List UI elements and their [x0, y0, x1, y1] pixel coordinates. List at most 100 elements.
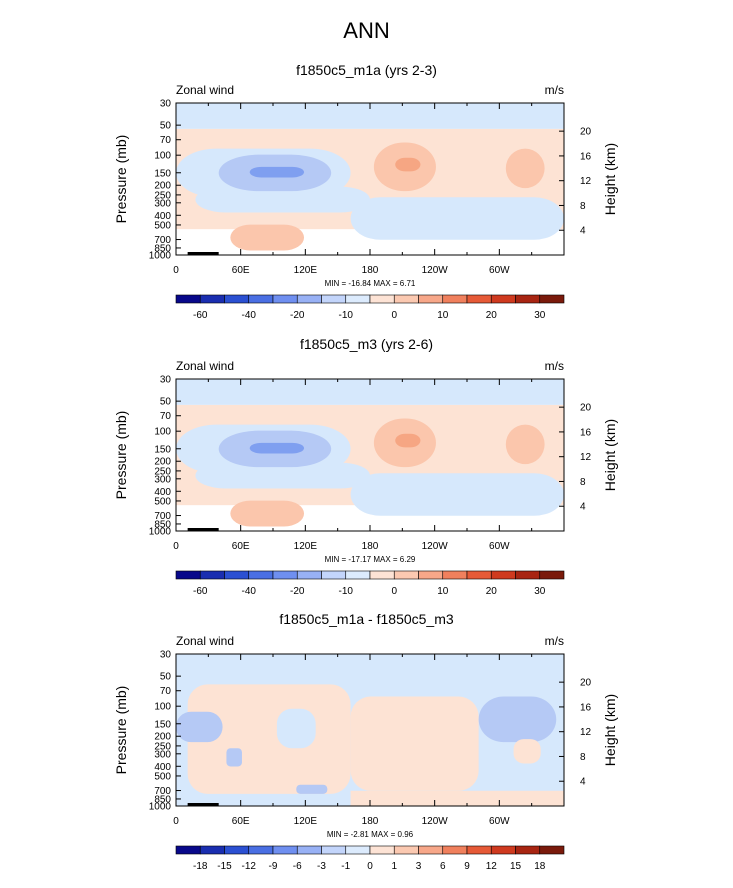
x-tick-label: 0	[173, 816, 179, 827]
height-tick-label: 8	[580, 752, 586, 763]
x-tick-label: 60W	[489, 541, 510, 552]
height-axis-title: Height (km)	[602, 419, 618, 491]
x-tick-label: 60E	[232, 816, 250, 827]
variable-label: Zonal wind	[176, 83, 234, 97]
contour-region-5	[276, 708, 316, 749]
colorbar-label: -60	[193, 586, 208, 597]
contour-field	[176, 654, 564, 806]
contour-region-5	[350, 197, 564, 240]
y-tick-label: 200	[154, 181, 171, 192]
colorbar-box	[393, 845, 419, 855]
stats-label: MIN = -16.84 MAX = 6.71	[325, 279, 416, 288]
colorbar-label: -1	[341, 861, 350, 872]
y-tick-label: 300	[154, 749, 171, 760]
colorbar-box	[466, 845, 492, 855]
y-tick-label: 1000	[149, 251, 172, 262]
y-tick-label: 500	[154, 771, 171, 782]
colorbar-label: 20	[486, 586, 498, 597]
y-tick-label: 150	[154, 444, 171, 455]
units-label: m/s	[545, 359, 564, 373]
colorbar-label: -9	[269, 861, 278, 872]
colorbar-label: -15	[217, 861, 232, 872]
y-axis-title: Pressure (mb)	[113, 686, 129, 775]
y-axis-title: Pressure (mb)	[113, 135, 129, 224]
x-tick-label: 0	[173, 541, 179, 552]
x-tick-label: 180	[362, 541, 379, 552]
terrain-mark	[187, 803, 219, 806]
colorbar-label: 12	[486, 861, 498, 872]
height-axis-title: Height (km)	[602, 143, 618, 215]
x-tick-label: 60W	[489, 816, 510, 827]
colorbar-label: 0	[391, 586, 397, 597]
colorbar-box	[321, 845, 347, 855]
units-label: m/s	[545, 83, 564, 97]
colorbar-label: 0	[391, 310, 397, 321]
height-tick-label: 4	[580, 502, 586, 513]
colorbar-label: -18	[193, 861, 208, 872]
colorbar-label: -40	[242, 310, 257, 321]
colorbar-box	[248, 845, 274, 855]
terrain-mark	[187, 528, 219, 531]
colorbar-label: -20	[290, 310, 305, 321]
y-tick-label: 30	[160, 650, 172, 661]
x-tick-label: 0	[173, 265, 179, 276]
colorbar-box	[224, 845, 250, 855]
y-tick-label: 400	[154, 762, 171, 773]
height-tick-label: 12	[580, 727, 592, 738]
colorbar-box	[272, 845, 298, 855]
x-tick-label: 180	[362, 265, 379, 276]
contour-region-9	[296, 784, 328, 794]
contour-region-2	[187, 684, 351, 794]
stats-label: MIN = -17.17 MAX = 6.29	[325, 555, 416, 564]
x-tick-label: 120E	[294, 816, 318, 827]
y-tick-label: 400	[154, 211, 171, 222]
y-tick-label: 400	[154, 487, 171, 498]
y-tick-label: 50	[160, 672, 172, 683]
height-tick-label: 12	[580, 176, 592, 187]
y-tick-label: 100	[154, 151, 171, 162]
y-axis-title: Pressure (mb)	[113, 411, 129, 500]
y-tick-label: 70	[160, 686, 172, 697]
height-tick-label: 20	[580, 127, 592, 138]
contour-region-3	[350, 696, 479, 791]
colorbar-box	[369, 845, 395, 855]
height-tick-label: 20	[580, 403, 592, 414]
colorbar-box	[442, 845, 468, 855]
colorbar-box	[490, 845, 516, 855]
colorbar-label: -12	[242, 861, 257, 872]
y-tick-label: 700	[154, 235, 171, 246]
y-tick-label: 100	[154, 427, 171, 438]
y-tick-label: 1000	[149, 527, 172, 538]
y-tick-label: 1000	[149, 802, 172, 813]
y-tick-label: 700	[154, 786, 171, 797]
colorbar-label: -10	[339, 310, 354, 321]
colorbar-label: 6	[440, 861, 446, 872]
colorbar-label: 3	[416, 861, 422, 872]
colorbar-box	[515, 845, 541, 855]
height-tick-label: 4	[580, 777, 586, 788]
y-tick-label: 50	[160, 397, 172, 408]
colorbar-box	[539, 570, 565, 580]
contour-region-7	[249, 442, 305, 454]
panel-2-title: f1850c5_m3 (yrs 2-6)	[299, 336, 434, 352]
y-tick-label: 500	[154, 220, 171, 231]
y-tick-label: 150	[154, 168, 171, 179]
height-tick-label: 16	[580, 151, 592, 162]
height-tick-label: 16	[580, 427, 592, 438]
x-tick-label: 120W	[422, 265, 449, 276]
y-tick-label: 850	[154, 519, 171, 530]
height-axis-title: Height (km)	[602, 694, 618, 766]
contour-region-5	[350, 473, 564, 516]
y-tick-label: 300	[154, 198, 171, 209]
contour-region-9	[395, 433, 421, 448]
panel-3-group: Zonal wind m/s0 60E 120E 180 120W 60W305070100…	[113, 634, 618, 872]
colorbar-label: 20	[486, 310, 498, 321]
contour-region-11	[230, 500, 305, 527]
y-tick-label: 250	[154, 741, 171, 752]
x-tick-label: 120W	[422, 816, 449, 827]
x-tick-label: 60E	[232, 265, 250, 276]
colorbar-box	[539, 845, 565, 855]
colorbar-box	[175, 845, 201, 855]
colorbar-label: 9	[464, 861, 470, 872]
height-tick-label: 12	[580, 452, 592, 463]
